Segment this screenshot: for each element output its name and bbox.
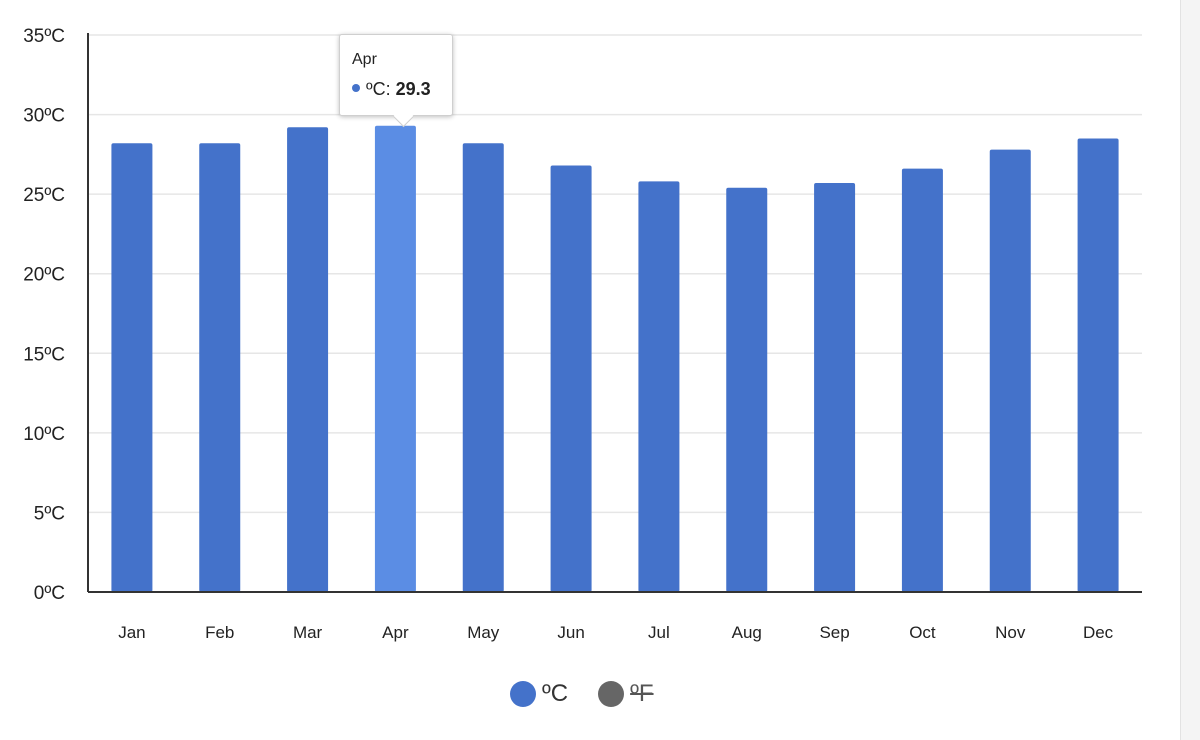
x-tick-label: Sep [819, 623, 849, 642]
y-tick-label: 20ºC [23, 265, 65, 286]
x-tick-label: Oct [909, 623, 936, 642]
y-tick-label: 30ºC [23, 106, 65, 127]
x-tick-label: Jan [118, 623, 145, 642]
legend: ºC ºF [510, 678, 654, 710]
legend-label-fahrenheit: ºF [630, 680, 654, 707]
x-tick-label: Mar [293, 623, 323, 642]
bar-apr[interactable] [374, 125, 416, 592]
tooltip: Apr ºC: 29.3 [339, 34, 453, 116]
legend-swatch-fahrenheit [598, 681, 625, 707]
x-tick-label: Jul [648, 623, 670, 642]
gridlines [88, 34, 1142, 514]
bar-nov[interactable] [989, 149, 1031, 592]
tooltip-series-label: ºC: [366, 79, 391, 99]
tooltip-series-dot [352, 84, 360, 93]
tooltip-value: 29.3 [395, 79, 431, 99]
x-tick-label: Feb [205, 623, 234, 642]
y-tick-label: 0ºC [34, 583, 65, 604]
tooltip-row: ºC: 29.3 [352, 79, 431, 100]
bar-aug[interactable] [726, 187, 768, 592]
bar-feb[interactable] [199, 143, 241, 592]
x-tick-label: May [467, 623, 500, 642]
x-tick-label: Jun [557, 623, 584, 642]
x-tick-label: Aug [732, 623, 762, 642]
bar-jul[interactable] [638, 181, 680, 592]
x-tick-label: Apr [382, 623, 409, 642]
bar-sep[interactable] [814, 183, 856, 592]
bar-oct[interactable] [901, 168, 943, 592]
bar-jun[interactable] [550, 165, 592, 593]
x-tick-labels: Jan Feb Mar Apr May Jun Jul Aug Sep Oct Nov Dec [118, 623, 1113, 642]
y-tick-label: 25ºC [23, 185, 65, 206]
bar-may[interactable] [462, 143, 504, 592]
bar-mar[interactable] [287, 127, 329, 592]
y-tick-label: 15ºC [23, 344, 65, 365]
y-tick-label: 10ºC [23, 424, 65, 445]
bar-jan[interactable] [111, 143, 153, 592]
y-tick-label: 5ºC [34, 503, 65, 524]
y-tick-label: 35ºC [23, 26, 65, 47]
x-tick-label: Dec [1083, 623, 1114, 642]
legend-swatch-celsius [510, 681, 536, 707]
x-tick-label: Nov [995, 623, 1026, 642]
legend-label-celsius: ºC [542, 680, 569, 707]
legend-item-celsius[interactable]: ºC [510, 680, 568, 708]
legend-item-fahrenheit[interactable]: ºF [598, 680, 654, 708]
bar-dec[interactable] [1077, 138, 1119, 592]
scrollbar-track[interactable] [1180, 0, 1200, 740]
y-tick-labels: 0ºC 5ºC 10ºC 15ºC 20ºC 25ºC 30ºC 35ºC [23, 26, 65, 604]
tooltip-category: Apr [352, 51, 377, 68]
bars [111, 125, 1119, 593]
axes [87, 33, 1142, 593]
